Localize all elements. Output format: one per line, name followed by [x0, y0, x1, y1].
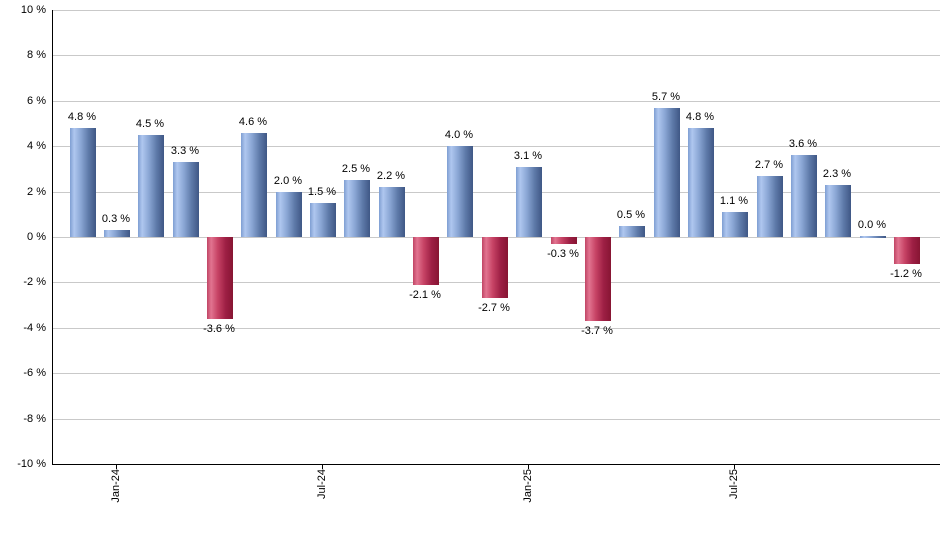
- y-axis-label: 6 %: [27, 94, 46, 107]
- gridline: [53, 328, 940, 329]
- gridline: [53, 419, 940, 420]
- bar-value-label: -2.1 %: [409, 289, 441, 301]
- bar-positive: [654, 108, 680, 237]
- bar-negative: [413, 237, 439, 285]
- bar-value-label: 4.6 %: [238, 116, 268, 128]
- bar-value-label: 2.5 %: [341, 163, 371, 175]
- bar-positive: [173, 162, 199, 237]
- bar-positive: [619, 226, 645, 237]
- x-axis-tick: [322, 464, 323, 469]
- bar-positive: [791, 155, 817, 237]
- bar-value-label: 3.1 %: [513, 150, 543, 162]
- bar-value-label: 2.2 %: [376, 170, 406, 182]
- bar-value-label: 1.1 %: [719, 195, 749, 207]
- bar-positive: [70, 128, 96, 237]
- bar-value-label: 3.6 %: [788, 138, 818, 150]
- y-axis-label: 4 %: [27, 140, 46, 153]
- bar-positive: [722, 212, 748, 237]
- bar-negative: [894, 237, 920, 264]
- bar-positive: [516, 167, 542, 237]
- bar-positive: [860, 236, 886, 238]
- bar-value-label: 2.0 %: [273, 175, 303, 187]
- y-axis-label: 0 %: [27, 231, 46, 243]
- bar-value-label: 2.7 %: [754, 159, 784, 171]
- bar-value-label: -2.7 %: [478, 302, 510, 314]
- gridline: [53, 192, 940, 193]
- bar-value-label: -3.6 %: [203, 323, 235, 335]
- y-axis-label: -10 %: [17, 458, 46, 470]
- bar-positive: [104, 230, 130, 237]
- bar-positive: [241, 133, 267, 237]
- bar-value-label: 4.5 %: [135, 118, 165, 130]
- bar-negative: [207, 237, 233, 319]
- gridline: [53, 55, 940, 56]
- bar-negative: [482, 237, 508, 298]
- bar-value-label: 5.7 %: [651, 91, 681, 103]
- bar-value-label: 0.3 %: [101, 213, 131, 225]
- plot-area: [52, 10, 940, 465]
- bar-positive: [447, 146, 473, 237]
- bar-negative: [585, 237, 611, 321]
- y-axis-label: 10 %: [20, 4, 46, 16]
- y-axis-label: -4 %: [23, 321, 46, 334]
- y-axis-label: 2 %: [27, 185, 46, 198]
- bar-positive: [138, 135, 164, 237]
- bar-value-label: 0.0 %: [857, 219, 887, 231]
- x-axis-label: Jan-24: [110, 469, 122, 503]
- bar-value-label: 2.3 %: [822, 168, 852, 180]
- bar-positive: [379, 187, 405, 237]
- bar-negative: [551, 237, 577, 244]
- bar-value-label: 3.3 %: [170, 145, 200, 157]
- y-axis-label: -8 %: [23, 412, 46, 425]
- y-axis-label: 8 %: [27, 49, 46, 62]
- x-axis-tick: [528, 464, 529, 469]
- y-axis-label: -6 %: [23, 367, 46, 380]
- bar-positive: [825, 185, 851, 237]
- x-axis-label: Jul-24: [316, 469, 328, 499]
- bar-positive: [688, 128, 714, 237]
- x-axis-tick: [734, 464, 735, 469]
- bar-value-label: -1.2 %: [890, 268, 922, 280]
- bar-value-label: -0.3 %: [547, 248, 579, 260]
- gridline: [53, 10, 940, 11]
- bar-value-label: 0.5 %: [616, 209, 646, 221]
- bar-value-label: 4.0 %: [444, 129, 474, 141]
- x-axis-label: Jan-25: [522, 469, 534, 503]
- y-axis-label: -2 %: [23, 276, 46, 289]
- x-axis-label: Jul-25: [728, 469, 740, 499]
- bar-value-label: -3.7 %: [581, 325, 613, 337]
- bar-value-label: 4.8 %: [67, 111, 97, 123]
- bar-positive: [310, 203, 336, 237]
- gridline: [53, 373, 940, 374]
- bar-value-label: 1.5 %: [307, 186, 337, 198]
- x-axis-tick: [116, 464, 117, 469]
- bar-positive: [757, 176, 783, 237]
- gridline: [53, 146, 940, 147]
- bar-value-label: 4.8 %: [685, 111, 715, 123]
- gridline: [53, 101, 940, 102]
- bar-positive: [276, 192, 302, 237]
- bar-positive: [344, 180, 370, 237]
